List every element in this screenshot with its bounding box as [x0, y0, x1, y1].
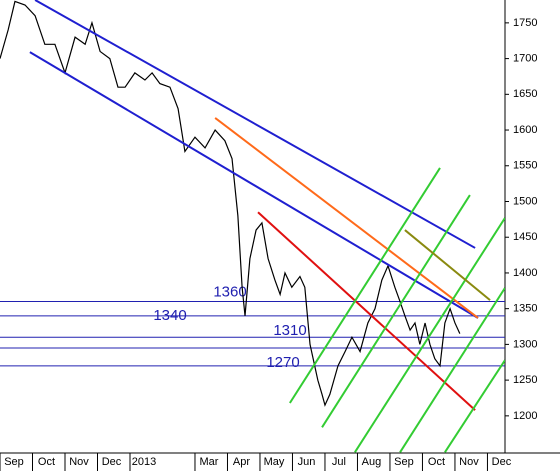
x-tick-label: Sep: [4, 456, 24, 468]
y-tick-label: 1550: [513, 160, 537, 172]
trend-line: [321, 194, 471, 428]
y-tick-label: 1350: [513, 303, 537, 315]
x-tick-label: 2013: [132, 456, 156, 468]
level-label: 1270: [266, 354, 299, 371]
level-label: 1360: [213, 283, 246, 300]
x-tick-label: Jul: [332, 456, 346, 468]
trend-line: [404, 229, 491, 301]
y-tick-label: 1200: [513, 410, 537, 422]
x-tick-label: Dec: [492, 456, 512, 468]
x-tick-label: Mar: [200, 456, 219, 468]
trend-line: [214, 117, 479, 319]
y-tick-label: 1450: [513, 231, 537, 243]
trend-line: [444, 359, 505, 453]
price-line: [0, 0, 461, 407]
trend-line: [34, 0, 476, 249]
y-tick-label: 1750: [513, 17, 537, 29]
y-tick-label: 1650: [513, 88, 537, 100]
y-tick-label: 1400: [513, 267, 537, 279]
y-tick-label: 1700: [513, 52, 537, 64]
x-tick-label: Aug: [362, 456, 382, 468]
x-tick-label: Nov: [69, 456, 89, 468]
level-label: 1310: [273, 322, 306, 339]
trend-line: [257, 211, 476, 411]
x-tick-label: Apr: [233, 456, 250, 468]
y-tick-label: 1600: [513, 124, 537, 136]
trend-line: [289, 167, 441, 404]
y-tick-label: 1500: [513, 195, 537, 207]
trend-line: [399, 287, 505, 453]
x-tick-label: Oct: [38, 456, 55, 468]
trend-line: [354, 217, 505, 453]
x-tick-label: Oct: [428, 456, 445, 468]
x-tick-label: Sep: [394, 456, 414, 468]
x-tick-label: Nov: [459, 456, 479, 468]
x-tick-label: Dec: [102, 456, 122, 468]
y-tick-label: 1250: [513, 374, 537, 386]
trend-line: [29, 51, 479, 319]
x-tick-label: Jun: [298, 456, 316, 468]
y-tick-label: 1300: [513, 338, 537, 350]
level-label: 1340: [153, 307, 186, 324]
x-tick-label: May: [264, 456, 285, 468]
